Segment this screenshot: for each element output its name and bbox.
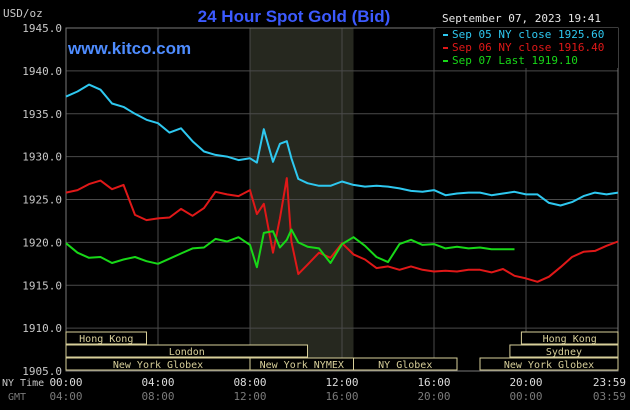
session-box [479, 357, 619, 371]
y-tick-label: 1930.0 [22, 151, 62, 164]
series-line [65, 228, 515, 269]
x-tick-label-gmt: 04:00 [49, 390, 82, 403]
x-tick-label-ny: 08:00 [233, 376, 266, 389]
y-tick-label: 1920.0 [22, 236, 62, 249]
session-label: New York Globex [504, 360, 594, 371]
x-tick-labels: 00:0004:0004:0008:0008:0012:0012:0016:00… [49, 376, 626, 403]
x-tick-label-gmt: 20:00 [417, 390, 450, 403]
x-tick-label-gmt: 08:00 [141, 390, 174, 403]
watermark: www.kitco.com [67, 39, 191, 58]
x-tick-label-ny: 23:59 [593, 376, 626, 389]
legend-background [436, 28, 618, 68]
x-tick-label-ny: 16:00 [417, 376, 450, 389]
axes [65, 27, 619, 372]
session-label: Hong Kong [543, 334, 597, 345]
y-tick-labels: 1945.0 1940.0 1935.0 1930.0 1925.0 1920.0 1915… [22, 22, 62, 378]
ny-time-label: NY Time [2, 378, 44, 389]
session-label: London [169, 347, 205, 358]
session-label: NY Globex [378, 360, 432, 371]
x-tick-label-ny: 04:00 [141, 376, 174, 389]
session-box [520, 331, 619, 345]
session-box [509, 344, 619, 358]
session-label: Sydney [546, 347, 582, 358]
x-tick-label-gmt: 16:00 [325, 390, 358, 403]
y-tick-label: 1940.0 [22, 65, 62, 78]
y-tick-label: 1915.0 [22, 279, 62, 292]
timestamp: September 07, 2023 19:41 [442, 12, 601, 25]
y-tick-label: 1945.0 [22, 22, 62, 35]
session-label: Hong Kong [79, 334, 133, 345]
y-tick-label: 1910.0 [22, 322, 62, 335]
session-label: New York NYMEX [260, 360, 344, 371]
legend-label: Sep 07 Last 1919.10 [452, 54, 578, 67]
legend-label: Sep 06 NY close 1916.40 [452, 41, 604, 54]
series-lines [65, 83, 619, 283]
y-tick-label: 1905.0 [22, 365, 62, 378]
x-tick-label-gmt: 00:00 [509, 390, 542, 403]
y-axis-label: USD/oz [3, 7, 43, 20]
x-tick-label-ny: 00:00 [49, 376, 82, 389]
x-tick-label-ny: 20:00 [509, 376, 542, 389]
gmt-label: GMT [8, 392, 26, 403]
session-box [65, 344, 308, 358]
y-tick-label: 1925.0 [22, 194, 62, 207]
series-line [65, 83, 619, 207]
chart-title: 24 Hour Spot Gold (Bid) [198, 7, 391, 26]
y-tick-label: 1935.0 [22, 108, 62, 121]
plot-frame [65, 27, 619, 372]
session-box [353, 357, 458, 371]
session-box [65, 331, 147, 345]
x-tick-label-ny: 12:00 [325, 376, 358, 389]
legend-label: Sep 05 NY close 1925.60 [452, 28, 604, 41]
x-tick-label-gmt: 03:59 [593, 390, 626, 403]
trading-sessions: Hong Kong London New York Globex New York N… [65, 331, 619, 371]
x-tick-label-gmt: 12:00 [233, 390, 266, 403]
session-label: New York Globex [113, 360, 203, 371]
